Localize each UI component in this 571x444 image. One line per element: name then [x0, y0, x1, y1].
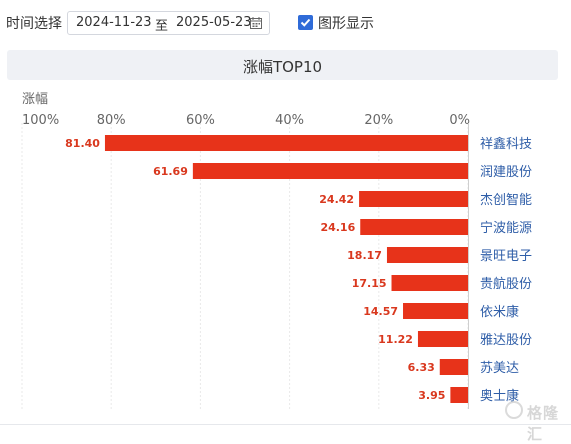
category-label[interactable]: 依米康 — [480, 304, 519, 320]
data-label: 24.42 — [319, 193, 354, 206]
category-label[interactable]: 润建股份 — [480, 165, 532, 180]
tick-label: 40% — [275, 113, 304, 128]
data-label: 6.33 — [408, 361, 435, 374]
bar — [391, 275, 468, 291]
time-select-label: 时间选择 — [6, 16, 62, 32]
data-label: 18.17 — [347, 249, 382, 262]
bar — [417, 331, 468, 347]
category-label[interactable]: 杰创智能 — [480, 193, 532, 208]
tick-label: 100% — [22, 113, 59, 128]
bar — [450, 387, 468, 403]
bar — [386, 247, 468, 263]
axis-label: 涨幅 — [22, 92, 48, 107]
chart-title-bar: 涨幅TOP10 — [7, 50, 558, 80]
footer-divider — [0, 424, 571, 425]
bar-chart: 涨幅 100% 80% 60% 40% 20% 0% 81.40 祥鑫科技 61.69 润建股份 24… — [21, 92, 532, 409]
show-chart-label[interactable]: 图形显示 — [318, 16, 374, 32]
end-date[interactable]: 2025-05-23 — [176, 15, 252, 30]
tick-label: 20% — [364, 113, 393, 128]
data-label: 17.15 — [352, 277, 387, 290]
date-range-picker[interactable]: 2024-11-23 至 2025-05-23 — [67, 11, 270, 35]
category-label[interactable]: 景旺电子 — [480, 249, 532, 264]
checkmark-icon — [300, 18, 311, 27]
show-chart-checkbox[interactable] — [298, 15, 313, 30]
category-label[interactable]: 宁波能源 — [480, 220, 532, 236]
category-label[interactable]: 苏美达 — [480, 360, 519, 376]
data-label: 3.95 — [418, 389, 445, 402]
tick-label: 60% — [186, 113, 215, 128]
bar — [359, 191, 468, 207]
bar — [360, 219, 468, 235]
bar — [104, 135, 469, 151]
data-label: 81.40 — [65, 137, 100, 150]
bar — [439, 359, 468, 375]
data-label: 11.22 — [378, 333, 413, 346]
filter-bar: 时间选择 2024-11-23 至 2025-05-23 图形显示 — [0, 0, 571, 48]
tick-label: 80% — [97, 113, 126, 128]
watermark-circle-icon — [505, 401, 523, 419]
category-label[interactable]: 奥士康 — [480, 388, 519, 404]
calendar-icon[interactable] — [250, 17, 262, 29]
watermark-text: 格隆汇 — [527, 404, 560, 443]
start-date[interactable]: 2024-11-23 — [76, 15, 152, 30]
bar — [403, 303, 468, 319]
category-label[interactable]: 雅达股份 — [480, 333, 532, 348]
date-separator: 至 — [155, 19, 169, 34]
watermark-logo: 格隆汇 — [505, 399, 567, 443]
category-label[interactable]: 贵航股份 — [480, 276, 532, 292]
data-label: 61.69 — [153, 165, 188, 178]
bar — [192, 163, 468, 179]
tick-label: 0% — [449, 113, 470, 128]
chart-title: 涨幅TOP10 — [242, 58, 323, 76]
category-label[interactable]: 祥鑫科技 — [480, 136, 532, 152]
data-label: 24.16 — [320, 221, 355, 234]
data-label: 14.57 — [363, 305, 398, 318]
